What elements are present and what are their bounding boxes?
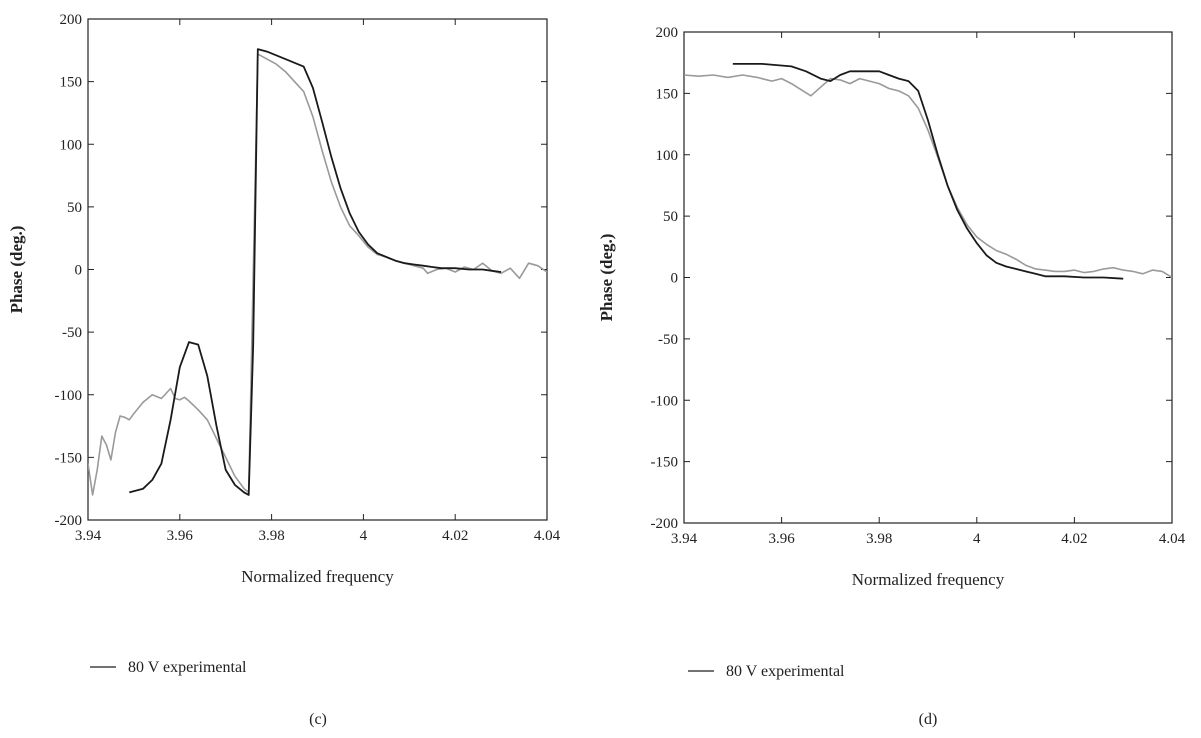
legend-label: 80 V experimental [128,659,247,676]
y-tick-label: 150 [656,86,679,102]
y-tick-label: -200 [55,513,83,529]
y-tick-label: 200 [656,25,679,41]
y-tick-label: 100 [60,137,83,153]
y-tick-label: -50 [62,325,82,341]
y-tick-label: 100 [656,148,679,164]
x-tick-label: 4 [360,528,368,544]
x-tick-label: 3.96 [167,528,194,544]
y-tick-label: -150 [55,450,83,466]
x-tick-label: 3.98 [258,528,284,544]
y-tick-label: -100 [651,393,679,409]
x-tick-label: 3.96 [768,531,795,547]
series-line-experimental [88,53,547,496]
y-tick-label: -100 [55,388,83,404]
x-tick-label: 4.04 [534,528,561,544]
legend-label: 80 V experimental [726,663,845,680]
panel-label: (c) [309,711,327,728]
x-tick-label: 3.98 [866,531,892,547]
y-tick-label: 50 [663,209,678,225]
x-axis-label: Normalized frequency [852,570,1005,589]
x-tick-label: 3.94 [671,531,698,547]
x-tick-label: 4.02 [442,528,468,544]
y-tick-label: 0 [671,271,679,287]
x-tick-label: 3.94 [75,528,102,544]
y-axis-label: Phase (deg.) [597,234,616,322]
y-tick-label: 0 [75,263,83,279]
y-axis-label: Phase (deg.) [7,226,26,314]
x-tick-label: 4.02 [1061,531,1087,547]
y-tick-label: 50 [67,200,82,216]
series-line-reference [732,63,1124,280]
series-line-experimental [684,74,1172,279]
y-tick-label: 200 [60,12,83,28]
y-tick-label: 150 [60,75,83,91]
panel-label: (d) [919,711,938,728]
y-tick-label: -200 [651,516,679,532]
y-tick-label: -50 [658,332,678,348]
phase-chart-c: -200 -150 -100 -50 0 50 100 150 200 3.94 3.96 3.98 4… [7,12,561,728]
series-line-reference [129,48,502,496]
phase-chart-d: -200 -150 -100 -50 0 50 100 150 200 3.94 3.96 3.98 4… [597,25,1186,728]
x-tick-label: 4 [973,531,981,547]
x-axis-label: Normalized frequency [241,567,394,586]
y-tick-label: -150 [651,455,679,471]
x-tick-label: 4.04 [1159,531,1186,547]
